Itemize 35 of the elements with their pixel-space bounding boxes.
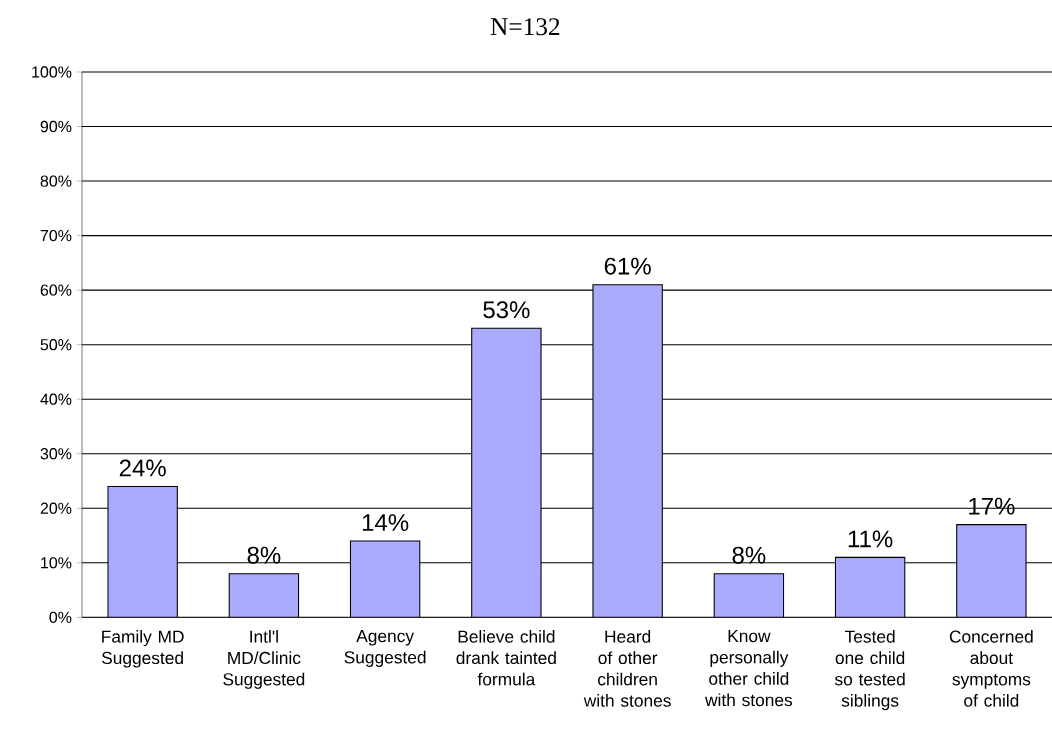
y-tick-label: 10% — [41, 557, 72, 569]
bar — [228, 573, 300, 618]
x-tick-label: Intl'l MD/Clinic Suggested — [223, 630, 305, 689]
y-tick-label: 40% — [40, 393, 72, 405]
y-tick-label: 0% — [49, 611, 72, 623]
x-tick-label: Concerned about symptoms of child — [949, 630, 1033, 707]
bar — [834, 556, 906, 618]
x-tick-label: Believe child drank tainted formula — [456, 630, 556, 686]
x-tick-label: Know personally other child with stones — [705, 630, 793, 707]
data-label: 53% — [483, 301, 530, 319]
data-label: 24% — [119, 459, 166, 477]
bar — [107, 485, 178, 618]
y-tick-label: 20% — [40, 502, 72, 514]
y-tick-label: 60% — [40, 284, 72, 296]
bar — [592, 284, 663, 618]
bar — [956, 524, 1027, 618]
bar — [471, 327, 542, 618]
data-label: 61% — [604, 257, 651, 275]
data-label: 8% — [247, 546, 281, 564]
y-tick-label: 80% — [40, 175, 72, 187]
y-tick-label: 50% — [40, 339, 72, 351]
chart-title: N=132 — [490, 18, 560, 36]
bar — [713, 573, 785, 618]
y-tick-label: 90% — [40, 120, 72, 133]
data-label: 11% — [848, 530, 893, 548]
data-label: 8% — [732, 546, 766, 564]
x-tick-label: Family MD Suggested — [101, 630, 184, 668]
bar — [349, 540, 421, 618]
y-tick-label: 100% — [32, 66, 72, 78]
data-label: 14% — [362, 514, 409, 531]
y-tick-label: 70% — [40, 229, 72, 242]
x-tick-label: Heard of other children with stones — [583, 630, 671, 707]
y-tick-label: 30% — [40, 448, 72, 460]
x-tick-label: Agency Suggested — [344, 630, 426, 667]
x-tick-label: Tested one child so tested siblings — [834, 630, 905, 711]
